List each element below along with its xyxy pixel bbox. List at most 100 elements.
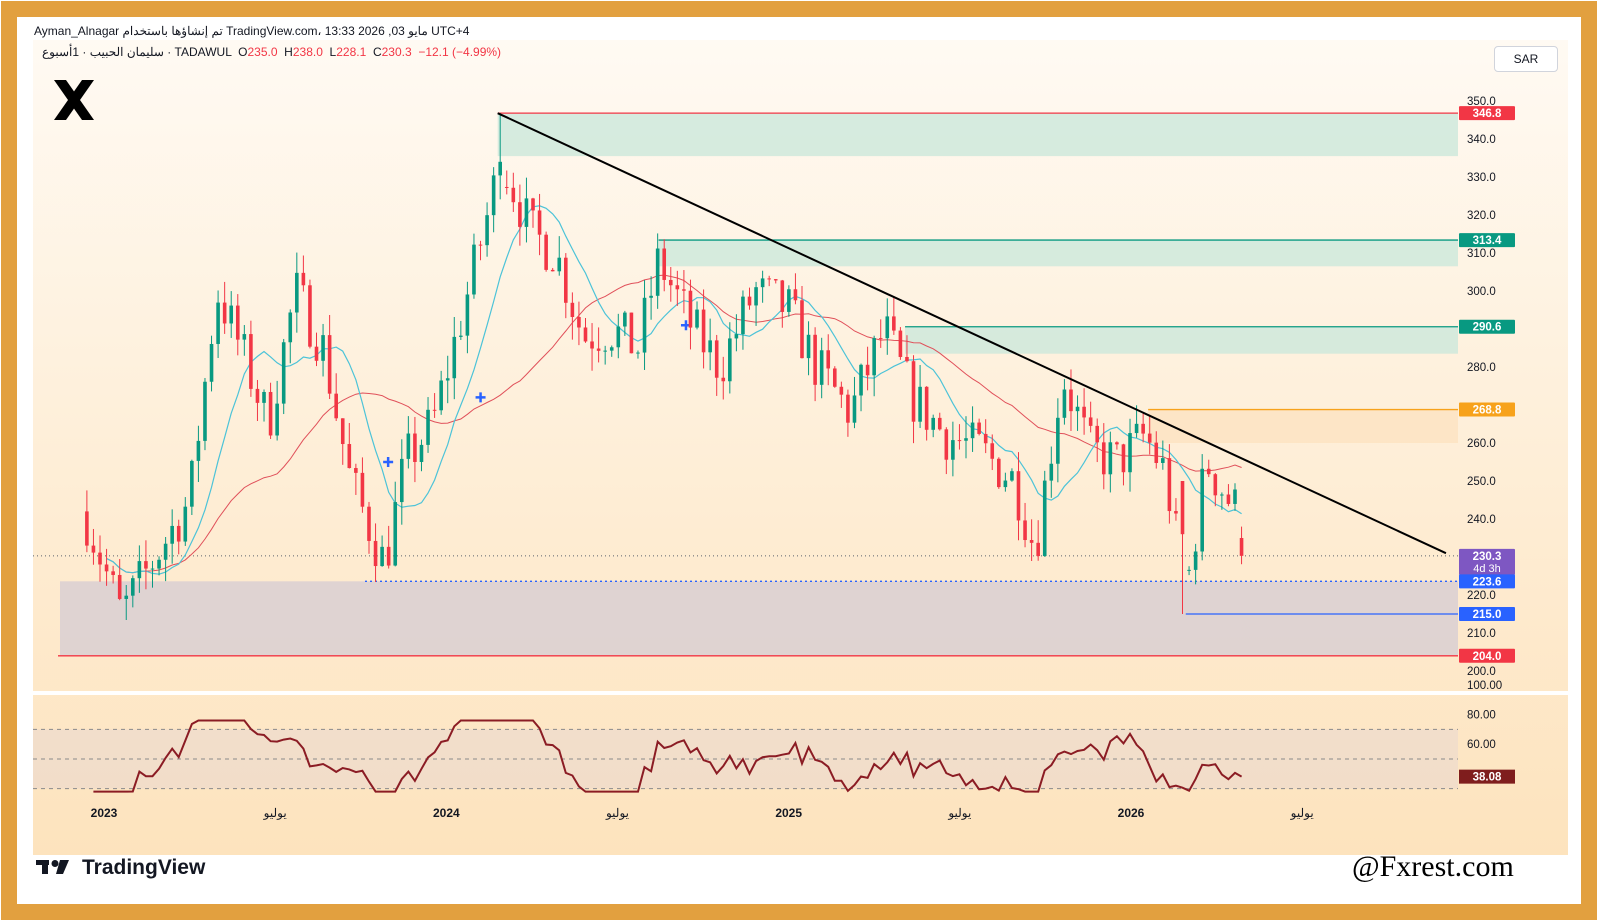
candle-body [301,272,306,286]
candle-body [577,316,581,328]
candle-body [111,571,115,575]
candle-body [170,525,174,544]
candle-body [295,272,299,313]
candle-body [1180,481,1185,535]
y-axis-tick-label: 220.0 [1467,590,1496,602]
zone-1 [658,240,1458,267]
rsi-tick-label: 100.00 [1467,680,1502,692]
candle-body [439,380,443,411]
candle-body [268,391,273,436]
candle-body [1108,442,1113,475]
candle-body [800,300,804,359]
ohlc-high: 238.0 [292,45,323,59]
candle-body [229,305,234,324]
candle-body [760,278,765,288]
candle-body [951,440,955,460]
candle-body [721,377,726,382]
tradingview-logo-icon [36,860,69,874]
candle-body [701,309,706,353]
candle-body [793,289,798,301]
y-axis-tick-label: 330.0 [1467,172,1496,184]
candle-body [308,285,312,347]
candle-body [937,417,942,430]
candle-body [708,340,712,353]
price-label: 268.8 [1473,405,1502,417]
candle-body [327,335,332,394]
candle-body [918,386,922,422]
ohlc-open-key: O [238,45,248,59]
candle-body [288,312,293,343]
candle-body [695,309,699,328]
zone-3 [1148,409,1458,443]
candle-body [1193,551,1198,570]
candle-body [1200,468,1204,552]
candle-body [839,386,844,395]
candle-body [997,458,1001,488]
candle-body [340,418,345,445]
candle-body [898,330,903,357]
candle-body [131,578,135,596]
y-axis-tick-label: 340.0 [1467,134,1496,146]
candle-body [1141,423,1145,434]
candle-body [262,391,266,403]
zone-2 [905,326,1458,354]
candle-body [1128,433,1132,473]
candle-body [550,269,555,272]
candle-body [518,202,522,227]
candle-body [1069,389,1073,412]
candle-body [990,443,995,459]
candle-body [911,361,916,422]
candle-body [1213,474,1218,496]
rsi-tick-label: 80.00 [1467,710,1496,722]
price-label-bg [1459,548,1515,575]
candle-body [1174,511,1178,514]
price-label: 346.8 [1473,108,1502,120]
y-axis-tick-label: 320.0 [1467,210,1496,222]
brand-x-logo [54,80,94,120]
candle-body [465,294,470,336]
candle-body [222,302,227,324]
candle-body [846,394,850,423]
candle-body [1029,540,1034,543]
candle-body [150,568,155,570]
candle-body [1003,480,1008,488]
rsi-value-label: 38.08 [1473,772,1502,784]
candle-body [1016,471,1021,521]
candle-body [649,295,653,298]
pane-separator [33,691,1568,695]
candle-body [1167,458,1172,512]
price-label-bg [1459,607,1515,621]
price-label-bg [1459,319,1515,334]
candle-body [426,409,430,445]
candle-body [859,364,863,396]
tradingview-wordmark: TradingView [82,856,206,879]
candle-body [944,429,949,460]
candle-body [117,574,122,599]
candle-body [419,444,424,462]
candle-body [957,440,962,442]
currency-button[interactable]: SAR [1494,46,1558,72]
candle-body [668,279,673,286]
cross-marker-icon [383,457,394,467]
candle-body [773,279,778,281]
x-axis-tick-label: يوليو [947,806,971,820]
candle-body [1042,480,1047,557]
x-axis-tick-label: 2025 [775,806,802,820]
candle-body [413,433,417,462]
candle-body [872,338,876,376]
candle-body [564,257,568,303]
candle-body [334,393,338,419]
candle-body [249,334,253,389]
candle-body [1220,494,1224,496]
candle-body [176,525,181,542]
candle-body [892,316,896,331]
candle-body [1154,442,1159,463]
candle-body [157,559,161,569]
candle-body [1226,494,1231,504]
y-axis-tick-label: 200.0 [1467,666,1496,678]
candle-body [1036,542,1040,557]
candle-body [242,334,247,340]
candle-body [623,312,627,327]
y-axis-tick-label: 250.0 [1467,476,1496,488]
